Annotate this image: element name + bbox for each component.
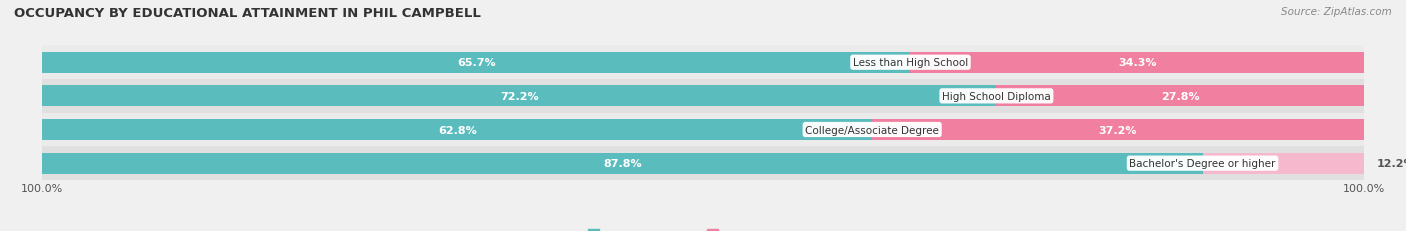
Text: OCCUPANCY BY EDUCATIONAL ATTAINMENT IN PHIL CAMPBELL: OCCUPANCY BY EDUCATIONAL ATTAINMENT IN P… bbox=[14, 7, 481, 20]
Text: 12.2%: 12.2% bbox=[1376, 158, 1406, 168]
Bar bbox=[997, 86, 1364, 107]
Bar bbox=[42, 80, 1364, 113]
Bar bbox=[42, 86, 997, 107]
Bar bbox=[911, 53, 1364, 73]
Text: 62.8%: 62.8% bbox=[437, 125, 477, 135]
Bar bbox=[1202, 153, 1364, 174]
Bar bbox=[42, 113, 1364, 147]
Text: 37.2%: 37.2% bbox=[1098, 125, 1137, 135]
Bar bbox=[42, 46, 1364, 80]
Text: Bachelor's Degree or higher: Bachelor's Degree or higher bbox=[1129, 158, 1275, 168]
Bar bbox=[872, 120, 1364, 140]
Text: 65.7%: 65.7% bbox=[457, 58, 496, 68]
Text: 34.3%: 34.3% bbox=[1118, 58, 1156, 68]
Text: 87.8%: 87.8% bbox=[603, 158, 641, 168]
Text: 27.8%: 27.8% bbox=[1161, 91, 1199, 101]
Bar bbox=[42, 53, 911, 73]
Text: Source: ZipAtlas.com: Source: ZipAtlas.com bbox=[1281, 7, 1392, 17]
Text: High School Diploma: High School Diploma bbox=[942, 91, 1050, 101]
Legend: Owner-occupied, Renter-occupied: Owner-occupied, Renter-occupied bbox=[583, 225, 823, 231]
Text: College/Associate Degree: College/Associate Degree bbox=[806, 125, 939, 135]
Bar bbox=[42, 147, 1364, 180]
Bar bbox=[42, 120, 872, 140]
Text: Less than High School: Less than High School bbox=[853, 58, 969, 68]
Text: 72.2%: 72.2% bbox=[501, 91, 538, 101]
Bar bbox=[42, 153, 1202, 174]
